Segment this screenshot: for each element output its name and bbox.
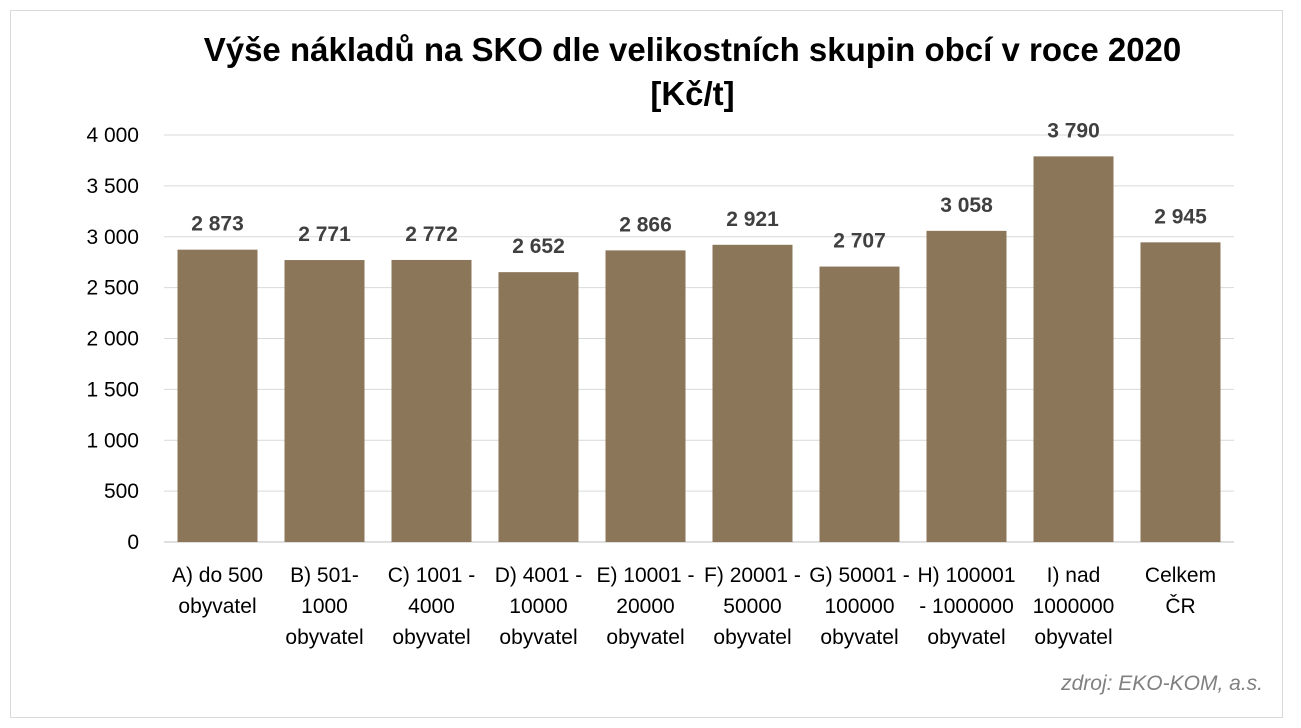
data-label: 3 058 <box>940 194 993 217</box>
data-label: 2 873 <box>191 213 244 236</box>
x-tick-label: G) 50001 -100000 obyvatel <box>809 564 909 649</box>
y-tick-label: 2 000 <box>86 328 139 351</box>
data-label: 3 790 <box>1047 119 1100 142</box>
bar <box>819 266 900 542</box>
bar <box>1033 156 1114 542</box>
y-tick-label: 1 000 <box>86 429 139 452</box>
y-tick-label: 3 500 <box>86 175 139 198</box>
x-tick-label: B) 501-1000 obyvatel <box>285 564 363 649</box>
y-tick-label: 3 000 <box>86 226 139 249</box>
bar <box>177 249 258 543</box>
data-label: 2 652 <box>512 235 565 258</box>
x-tick-label: E) 10001 -20000 obyvatel <box>596 564 694 649</box>
data-label: 2 945 <box>1154 205 1207 228</box>
bar <box>1140 242 1221 542</box>
chart-title-main: Výše nákladů na SKO dle velikostních sku… <box>203 31 1182 68</box>
data-label: 2 771 <box>298 223 351 246</box>
y-tick-label: 1 500 <box>86 378 139 401</box>
y-tick-label: 500 <box>104 480 139 503</box>
data-label: 2 707 <box>833 230 886 253</box>
source-note: zdroj: EKO-KOM, a.s. <box>1061 672 1263 695</box>
bar <box>712 244 793 542</box>
x-tick-label: A) do 500 obyvatel <box>172 564 263 618</box>
data-label: 2 921 <box>726 208 779 231</box>
bar <box>498 272 579 542</box>
y-tick-label: 4 000 <box>86 124 139 147</box>
bar <box>284 260 365 542</box>
chart-title-unit: [Kč/t] <box>650 75 735 112</box>
x-tick-label: C) 1001 -4000 obyvatel <box>388 564 476 649</box>
data-label: 2 866 <box>619 213 672 236</box>
bar <box>605 250 686 542</box>
x-tick-label: I) nad 1000000 obyvatel <box>1033 564 1115 649</box>
y-tick-label: 0 <box>127 531 139 554</box>
y-tick-label: 2 500 <box>86 277 139 300</box>
x-tick-label: D) 4001 -10000 obyvatel <box>495 564 583 649</box>
x-tick-label: H) 100001- 1000000 obyvatel <box>917 564 1015 649</box>
bar <box>926 230 1007 542</box>
x-tick-label: F) 20001 -50000 obyvatel <box>704 564 801 649</box>
bar <box>391 259 472 542</box>
data-label: 2 772 <box>405 223 458 246</box>
chart-title: Výše nákladů na SKO dle velikostních sku… <box>0 28 1301 116</box>
x-tick-label: Celkem ČR <box>1145 564 1216 618</box>
